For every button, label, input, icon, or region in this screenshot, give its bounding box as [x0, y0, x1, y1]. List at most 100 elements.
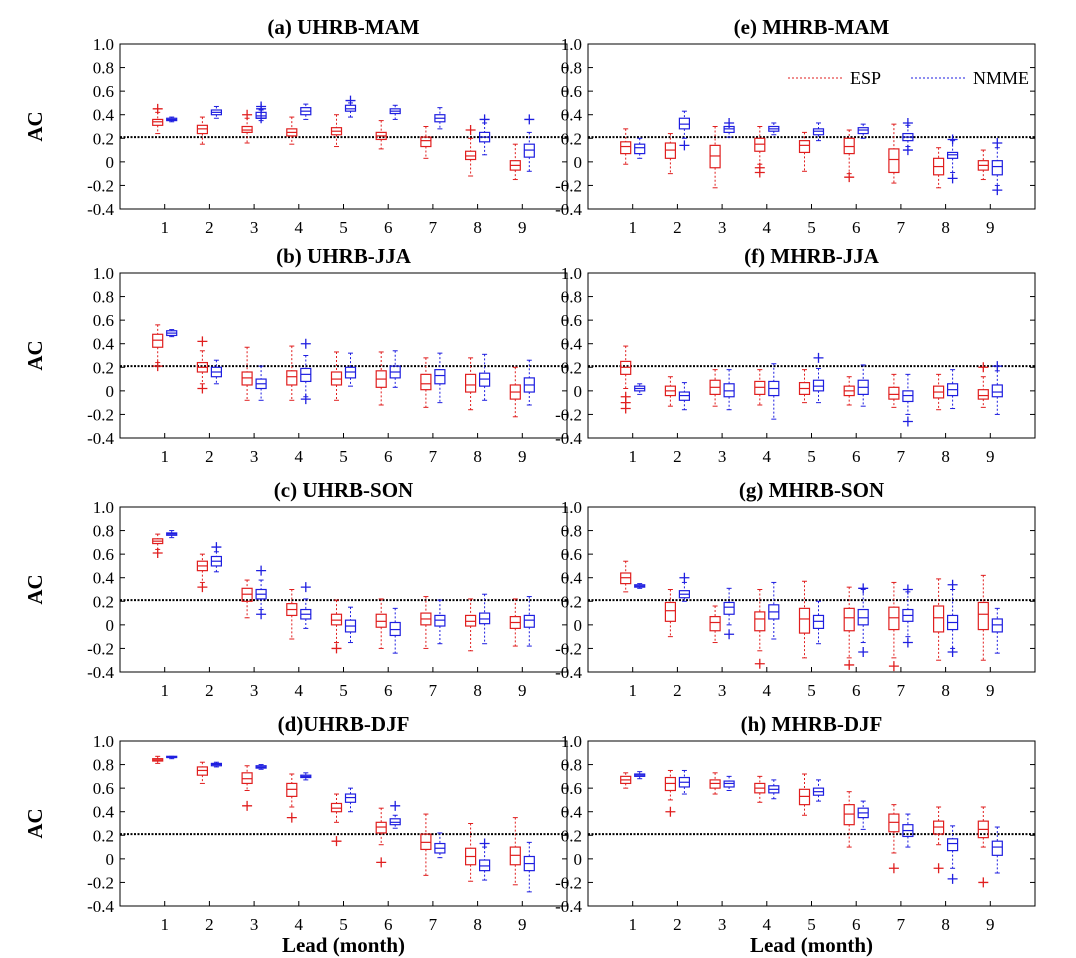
x-tick-label: 7 [429, 218, 438, 237]
esp-box [196, 761, 208, 784]
esp-box [509, 366, 521, 418]
panel-4: (e) MHRB-MAM -0.4 -0.2 0 0.2 0.4 0.6 0.8 1.0 1 2 3 4… [555, 15, 1036, 237]
y-tick-label: 0.8 [93, 59, 114, 78]
x-tick-label: 2 [205, 681, 214, 700]
outlier-marker [331, 643, 342, 654]
x-tick-label: 3 [250, 915, 259, 934]
y-tick-label: -0.2 [555, 176, 582, 195]
y-tick-label: 0.2 [561, 358, 582, 377]
outlier-marker [933, 863, 944, 874]
esp-box [420, 126, 432, 159]
x-tick-label: 6 [384, 915, 393, 934]
outlier-marker [524, 114, 535, 125]
nmme-box [857, 123, 869, 139]
iqr-box [798, 140, 811, 154]
nmme-box [857, 800, 869, 830]
x-tick-label: 4 [295, 681, 304, 700]
nmme-box [255, 101, 267, 124]
nmme-box [255, 565, 267, 620]
plot-frame [119, 272, 568, 439]
esp-box [330, 114, 343, 148]
legend-label-esp: ESP [850, 68, 881, 88]
plot-frame [119, 740, 568, 907]
outlier-marker [947, 646, 958, 657]
iqr-box [991, 384, 1003, 398]
nmme-box [479, 114, 491, 156]
outlier-marker [256, 609, 267, 620]
y-tick-label: 0 [574, 850, 583, 869]
y-tick-label: 0.8 [561, 288, 582, 307]
outlier-marker [679, 572, 690, 583]
nmme-box [523, 841, 535, 893]
x-tick-label: 5 [807, 218, 816, 237]
esp-box [977, 362, 989, 408]
nmme-box [768, 779, 780, 800]
esp-box [843, 586, 855, 670]
esp-box [977, 574, 989, 661]
plot-frame [119, 506, 568, 673]
nmme-box [434, 832, 446, 859]
iqr-box [620, 141, 632, 155]
esp-box [420, 596, 432, 649]
x-tick-label: 7 [897, 447, 906, 466]
x-tick-label: 4 [295, 218, 304, 237]
plot-frame [587, 506, 1036, 673]
outlier-marker [902, 117, 913, 128]
nmme-box [991, 607, 1003, 654]
panel-title: (f) MHRB-JJA [744, 244, 880, 268]
x-tick-label: 2 [205, 915, 214, 934]
y-tick-label: 1.0 [93, 498, 114, 517]
x-tick-label: 6 [852, 447, 861, 466]
esp-box [888, 373, 900, 408]
panel-6: (g) MHRB-SON -0.4 -0.2 0 0.2 0.4 0.6 0.8 1.0 1 2 3 4… [555, 478, 1036, 700]
legend-label-nmme: NMME [973, 68, 1029, 88]
x-tick-label: 9 [986, 681, 995, 700]
y-tick-label: 0.4 [561, 106, 583, 125]
y-tick-label: 0.6 [93, 779, 114, 798]
x-tick-label: 4 [295, 915, 304, 934]
x-tick-label: 1 [628, 218, 637, 237]
x-tick-label: 6 [384, 447, 393, 466]
esp-box [465, 357, 477, 411]
x-tick-label: 4 [763, 218, 772, 237]
y-axis-label: AC [23, 111, 47, 141]
y-tick-label: 0 [574, 382, 583, 401]
esp-box [330, 351, 343, 401]
y-tick-label: 0.4 [561, 803, 583, 822]
y-tick-label: 0.2 [561, 826, 582, 845]
nmme-box [300, 338, 312, 405]
x-tick-label: 6 [384, 681, 393, 700]
esp-box [977, 806, 989, 888]
nmme-box [523, 359, 535, 406]
y-tick-label: -0.2 [555, 873, 582, 892]
y-tick-label: -0.2 [87, 405, 114, 424]
nmme-box [344, 95, 357, 118]
x-tick-label: 9 [986, 915, 995, 934]
esp-box [798, 580, 811, 659]
plot-frame [587, 43, 1036, 210]
x-tick-label: 7 [429, 681, 438, 700]
esp-box [798, 369, 811, 404]
nmme-box [210, 105, 222, 119]
nmme-box [634, 583, 646, 589]
esp-box [196, 336, 208, 394]
iqr-box [977, 601, 989, 631]
x-tick-label: 7 [429, 447, 438, 466]
x-axis-label: Lead (month) [282, 933, 405, 957]
panel-title: (b) UHRB-JJA [276, 244, 412, 268]
esp-box [465, 598, 477, 652]
esp-box [509, 817, 521, 886]
y-tick-label: 0 [574, 153, 583, 172]
outlier-marker [479, 114, 490, 125]
iqr-box [723, 601, 735, 615]
nmme-box [946, 825, 959, 884]
y-tick-label: 0.6 [561, 545, 582, 564]
nmme-box [300, 582, 312, 629]
nmme-box [344, 352, 357, 387]
nmme-box [300, 103, 312, 120]
esp-box [798, 131, 811, 172]
iqr-box [991, 160, 1003, 176]
x-tick-label: 8 [941, 915, 950, 934]
y-tick-label: 0.2 [93, 826, 114, 845]
nmme-box [812, 779, 825, 802]
